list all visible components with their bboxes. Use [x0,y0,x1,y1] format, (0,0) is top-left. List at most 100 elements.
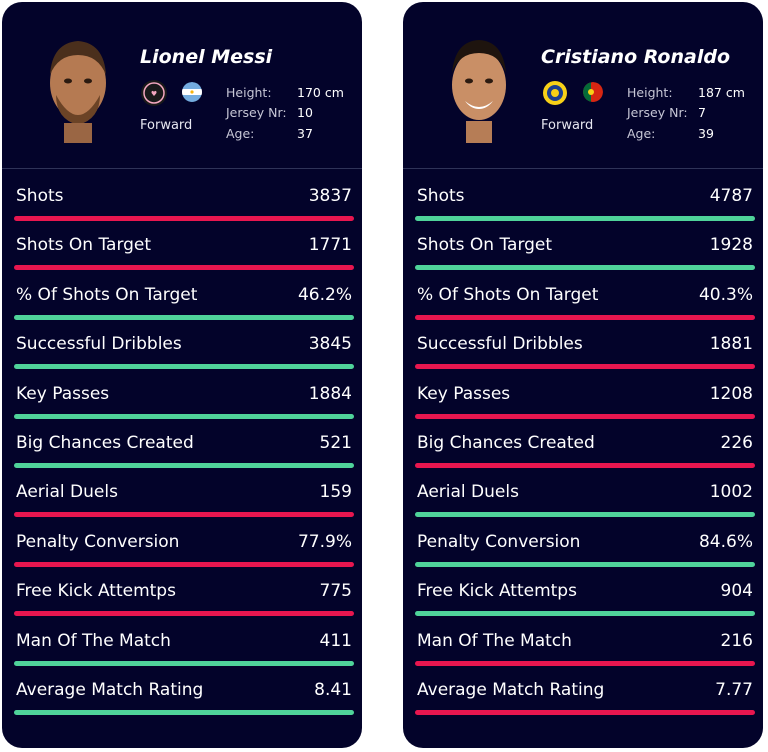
stat-indicator-bar [415,611,755,617]
player-info: Height: 170 cm Jersey Nr: 10 Age: 37 [226,82,344,144]
stat-value: 159 [319,482,352,503]
stat-label: Average Match Rating [16,679,204,700]
svg-text:♥: ♥ [151,90,157,98]
stat-label: Free Kick Attemtps [16,581,176,602]
stat-indicator-bar [415,512,755,518]
stat-indicator-bar [14,265,354,271]
stat-row: Shots 3837 [14,182,354,231]
stat-indicator-bar [415,364,755,370]
stat-indicator-bar [415,561,755,567]
stat-label: Aerial Duels [417,482,519,503]
stat-indicator-bar [415,462,755,468]
height-label: Height: [627,84,673,100]
stat-label: Big Chances Created [417,432,595,453]
stat-row: Free Kick Attemtps 775 [14,577,354,626]
stat-label: Successful Dribbles [417,334,583,355]
stat-value: 1208 [709,383,753,404]
player-name: Cristiano Ronaldo [541,46,730,68]
jersey-value: 7 [698,105,706,121]
stat-row: % Of Shots On Target 40.3% [415,281,755,330]
stat-value: 40.3% [698,284,753,305]
stat-value: 1002 [709,482,753,503]
stat-indicator-bar [14,709,354,715]
stat-label: Successful Dribbles [16,334,182,355]
stat-value: 226 [720,432,753,453]
stat-row: Shots On Target 1928 [415,231,755,280]
stat-label: Shots On Target [417,235,553,256]
height-value: 170 cm [297,84,344,100]
stat-indicator-bar [14,364,354,370]
stat-label: Shots [16,186,64,206]
stat-indicator-bar [415,314,755,320]
stat-row: Average Match Rating 7.77 [415,676,755,725]
stat-row: % Of Shots On Target 46.2% [14,281,354,330]
stat-row: Average Match Rating 8.41 [14,676,354,725]
jersey-label: Jersey Nr: [226,105,287,121]
stat-value: 77.9% [297,531,352,552]
stat-row: Aerial Duels 159 [14,478,354,527]
stat-row: Man Of The Match 216 [415,627,755,676]
stat-value: 1928 [709,235,753,256]
stat-label: Man Of The Match [417,630,572,651]
club-crest-icon [542,80,568,106]
stat-label: Penalty Conversion [417,531,581,552]
jersey-label: Jersey Nr: [627,105,688,121]
stat-indicator-bar [14,413,354,419]
argentina-flag-icon [182,82,202,102]
player-position: Forward [140,118,193,133]
player-header: Cristiano Ronaldo Forward Height: 187 cm … [403,2,763,169]
stat-indicator-bar [14,314,354,320]
stat-value: 84.6% [698,531,753,552]
age-value: 37 [297,125,313,141]
stat-indicator-bar [14,660,354,666]
stat-row: Key Passes 1208 [415,380,755,429]
stat-value: 8.41 [314,679,352,700]
stat-value: 46.2% [297,284,352,305]
player-name: Lionel Messi [140,46,273,68]
stat-value: 3837 [308,186,352,206]
stat-indicator-bar [14,216,354,221]
player-portrait [50,41,106,143]
stat-row: Aerial Duels 1002 [415,478,755,527]
stats-list: Shots 3837 Shots On Target 1771 % Of Shots… [14,182,354,725]
club-crest-icon: ♥ [141,80,167,106]
height-value: 187 cm [698,84,745,100]
stats-list: Shots 4787 Shots On Target 1928 % Of Shots… [415,182,755,725]
stat-label: Key Passes [417,383,511,404]
header-divider [403,168,763,169]
stat-label: Free Kick Attemtps [417,581,577,602]
stat-value: 1771 [308,235,352,256]
stat-row: Penalty Conversion 77.9% [14,528,354,577]
stat-label: Average Match Rating [417,679,605,700]
stat-row: Key Passes 1884 [14,380,354,429]
stat-value: 7.77 [715,679,753,700]
stat-value: 775 [319,581,352,602]
stat-row: Big Chances Created 521 [14,429,354,478]
stat-value: 4787 [709,186,753,206]
player-portrait [452,40,506,143]
stat-row: Shots 4787 [415,182,755,231]
stat-indicator-bar [415,660,755,666]
stat-indicator-bar [415,265,755,271]
stat-label: Man Of The Match [16,630,171,651]
player-card-ronaldo: Cristiano Ronaldo Forward Height: 187 cm … [403,2,763,748]
stat-label: % Of Shots On Target [417,284,599,305]
stat-row: Successful Dribbles 3845 [14,330,354,379]
header-divider [2,168,362,169]
stat-indicator-bar [14,512,354,518]
player-position: Forward [541,118,594,133]
stat-row: Successful Dribbles 1881 [415,330,755,379]
stat-label: Aerial Duels [16,482,118,503]
stat-value: 216 [720,630,753,651]
age-value: 39 [698,125,714,141]
stat-label: Penalty Conversion [16,531,180,552]
stat-value: 521 [319,432,352,453]
stat-label: % Of Shots On Target [16,284,198,305]
stat-indicator-bar [14,561,354,567]
stat-row: Free Kick Attemtps 904 [415,577,755,626]
stat-indicator-bar [14,611,354,617]
age-label: Age: [226,125,255,141]
stat-row: Big Chances Created 226 [415,429,755,478]
stat-indicator-bar [415,709,755,715]
stat-value: 904 [720,581,753,602]
